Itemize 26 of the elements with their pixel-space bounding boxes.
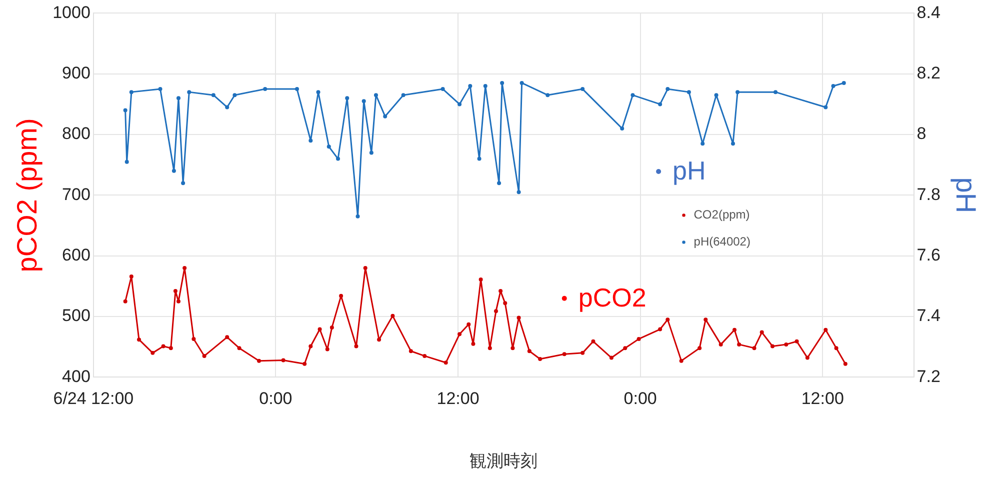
y-tick-label: 1000	[52, 2, 90, 22]
y-tick-label: 900	[62, 64, 90, 83]
annotation: pCO2	[578, 282, 646, 313]
y-tick-label: 400	[62, 366, 90, 386]
y2-tick-label: 7.4	[916, 306, 940, 326]
y-tick-label: 600	[62, 246, 90, 265]
y2-tick-label: 7.8	[916, 184, 940, 204]
x-tick-label: 12:00	[436, 389, 480, 408]
annotation: pH	[672, 156, 706, 186]
y2-tick-label: 8.2	[916, 64, 940, 83]
legend-label: pH(64002)	[694, 234, 750, 249]
y2-tick-label: 8	[916, 124, 926, 144]
y-tick-label: 700	[62, 184, 90, 204]
x-tick-label: 0:00	[259, 389, 292, 408]
x-tick-label: 12:00	[801, 389, 844, 408]
y2-tick-label: 7.6	[916, 246, 940, 265]
x-tick-label: 6/24 12:00	[53, 389, 134, 408]
y2-tick-label: 8.4	[916, 2, 940, 22]
y2-axis-title: pH	[950, 177, 982, 214]
x-axis-title: 観測時刻	[470, 451, 538, 470]
x-tick-label: 0:00	[624, 389, 657, 408]
y-tick-label: 800	[62, 124, 90, 144]
legend-label: CO2(ppm)	[694, 208, 750, 222]
y-tick-label: 500	[62, 306, 90, 326]
y2-tick-label: 7.2	[916, 366, 940, 386]
y-axis-title: pCO2 (ppm)	[12, 118, 43, 272]
